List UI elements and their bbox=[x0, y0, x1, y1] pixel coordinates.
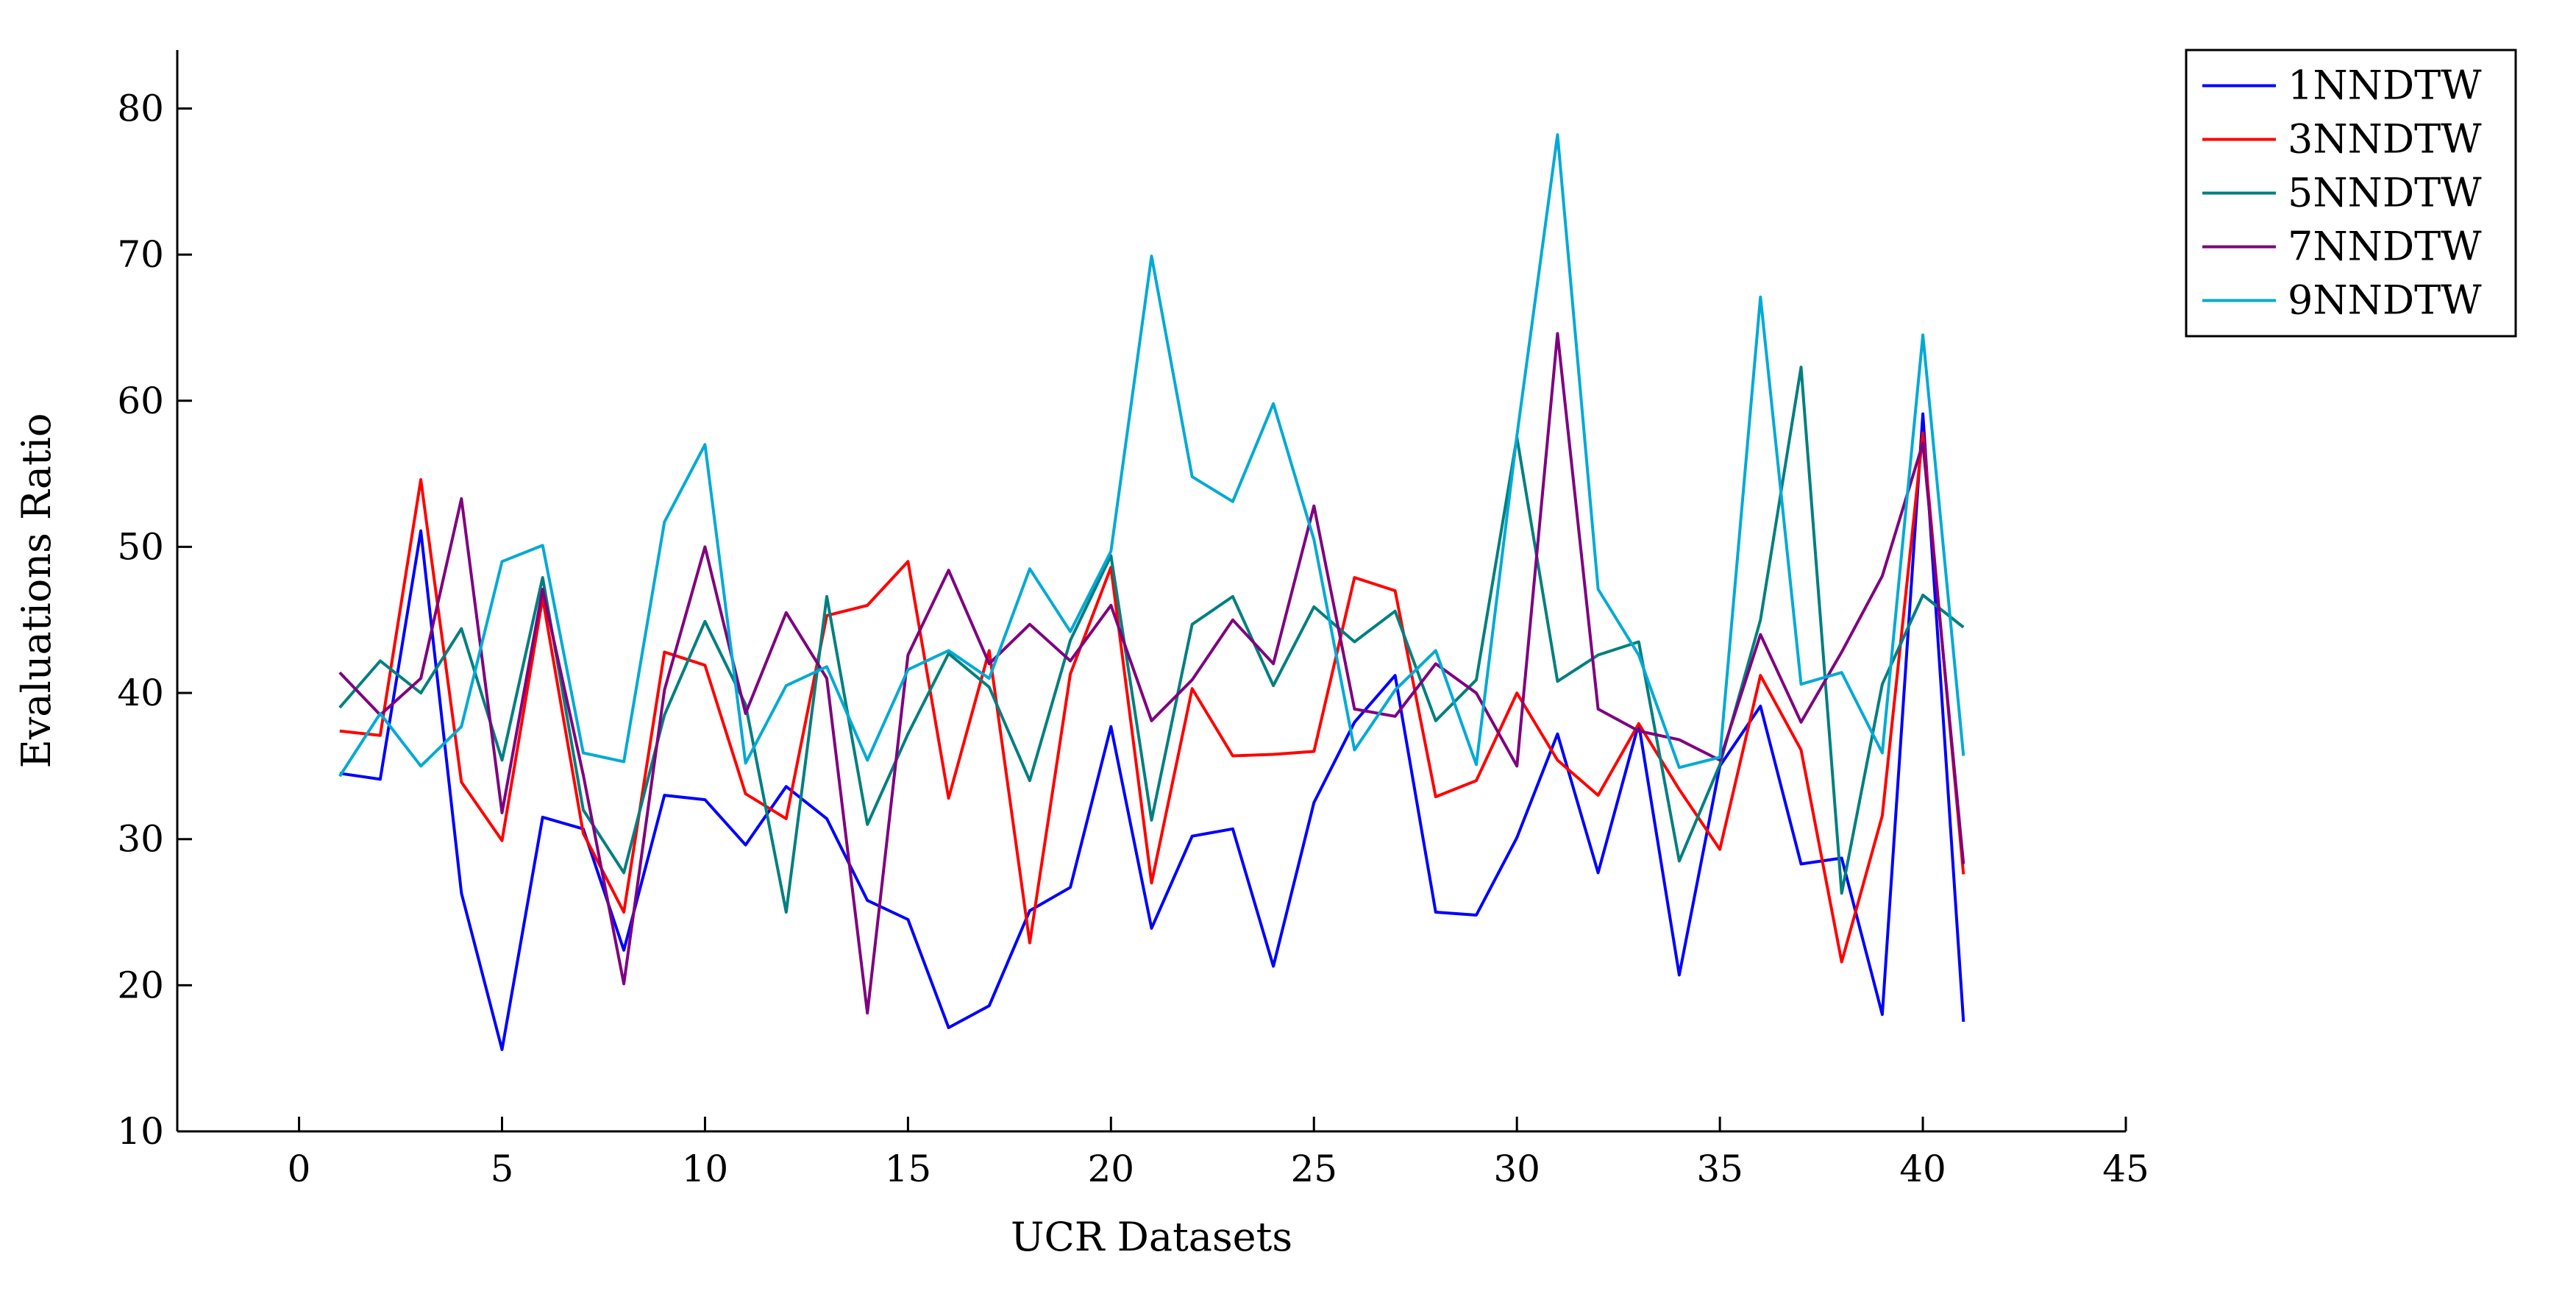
x-tick-label: 15 bbox=[885, 1148, 932, 1190]
y-axis-ticks: 10 20 30 40 50 60 70 80 bbox=[117, 87, 192, 1153]
y-tick-label: 20 bbox=[117, 964, 164, 1006]
x-axis-label: UCR Datasets bbox=[1011, 1214, 1292, 1260]
x-tick-label: 20 bbox=[1088, 1148, 1135, 1190]
x-tick-label: 0 bbox=[288, 1148, 311, 1190]
x-tick-label: 30 bbox=[1493, 1148, 1540, 1190]
y-tick-label: 70 bbox=[117, 233, 164, 276]
series-lines bbox=[338, 133, 1965, 1051]
legend-label: 9NNDTW bbox=[2288, 277, 2482, 324]
x-tick-label: 5 bbox=[491, 1148, 514, 1190]
series-line-1nndtw bbox=[339, 412, 1965, 1051]
y-axis-label: Evaluations Ratio bbox=[13, 413, 60, 768]
series-line-3nndtw bbox=[339, 431, 1965, 964]
legend-label: 1NNDTW bbox=[2288, 63, 2482, 109]
series-line-7nndtw bbox=[338, 332, 1965, 1015]
legend-label: 7NNDTW bbox=[2288, 224, 2482, 270]
legend-label: 5NNDTW bbox=[2288, 170, 2482, 216]
y-tick-label: 40 bbox=[117, 672, 164, 714]
x-axis-ticks: 0 5 10 15 20 25 30 35 40 45 bbox=[288, 1117, 2149, 1190]
legend-label: 3NNDTW bbox=[2288, 116, 2482, 163]
y-tick-label: 50 bbox=[117, 525, 164, 568]
series-line-5nndtw bbox=[338, 366, 1965, 914]
x-tick-label: 25 bbox=[1290, 1148, 1337, 1190]
x-tick-label: 35 bbox=[1696, 1148, 1743, 1190]
x-tick-label: 40 bbox=[1899, 1148, 1946, 1190]
legend: 1NNDTW 3NNDTW 5NNDTW 7NNDTW 9NNDTW bbox=[2185, 49, 2517, 338]
y-tick-label: 10 bbox=[117, 1110, 164, 1153]
y-tick-label: 80 bbox=[117, 87, 164, 129]
series-line-9nndtw bbox=[338, 133, 1965, 778]
axes bbox=[176, 50, 2126, 1133]
x-tick-label: 10 bbox=[682, 1148, 729, 1190]
y-tick-label: 60 bbox=[117, 380, 164, 422]
y-tick-label: 30 bbox=[117, 818, 164, 861]
x-tick-label: 45 bbox=[2102, 1148, 2149, 1190]
